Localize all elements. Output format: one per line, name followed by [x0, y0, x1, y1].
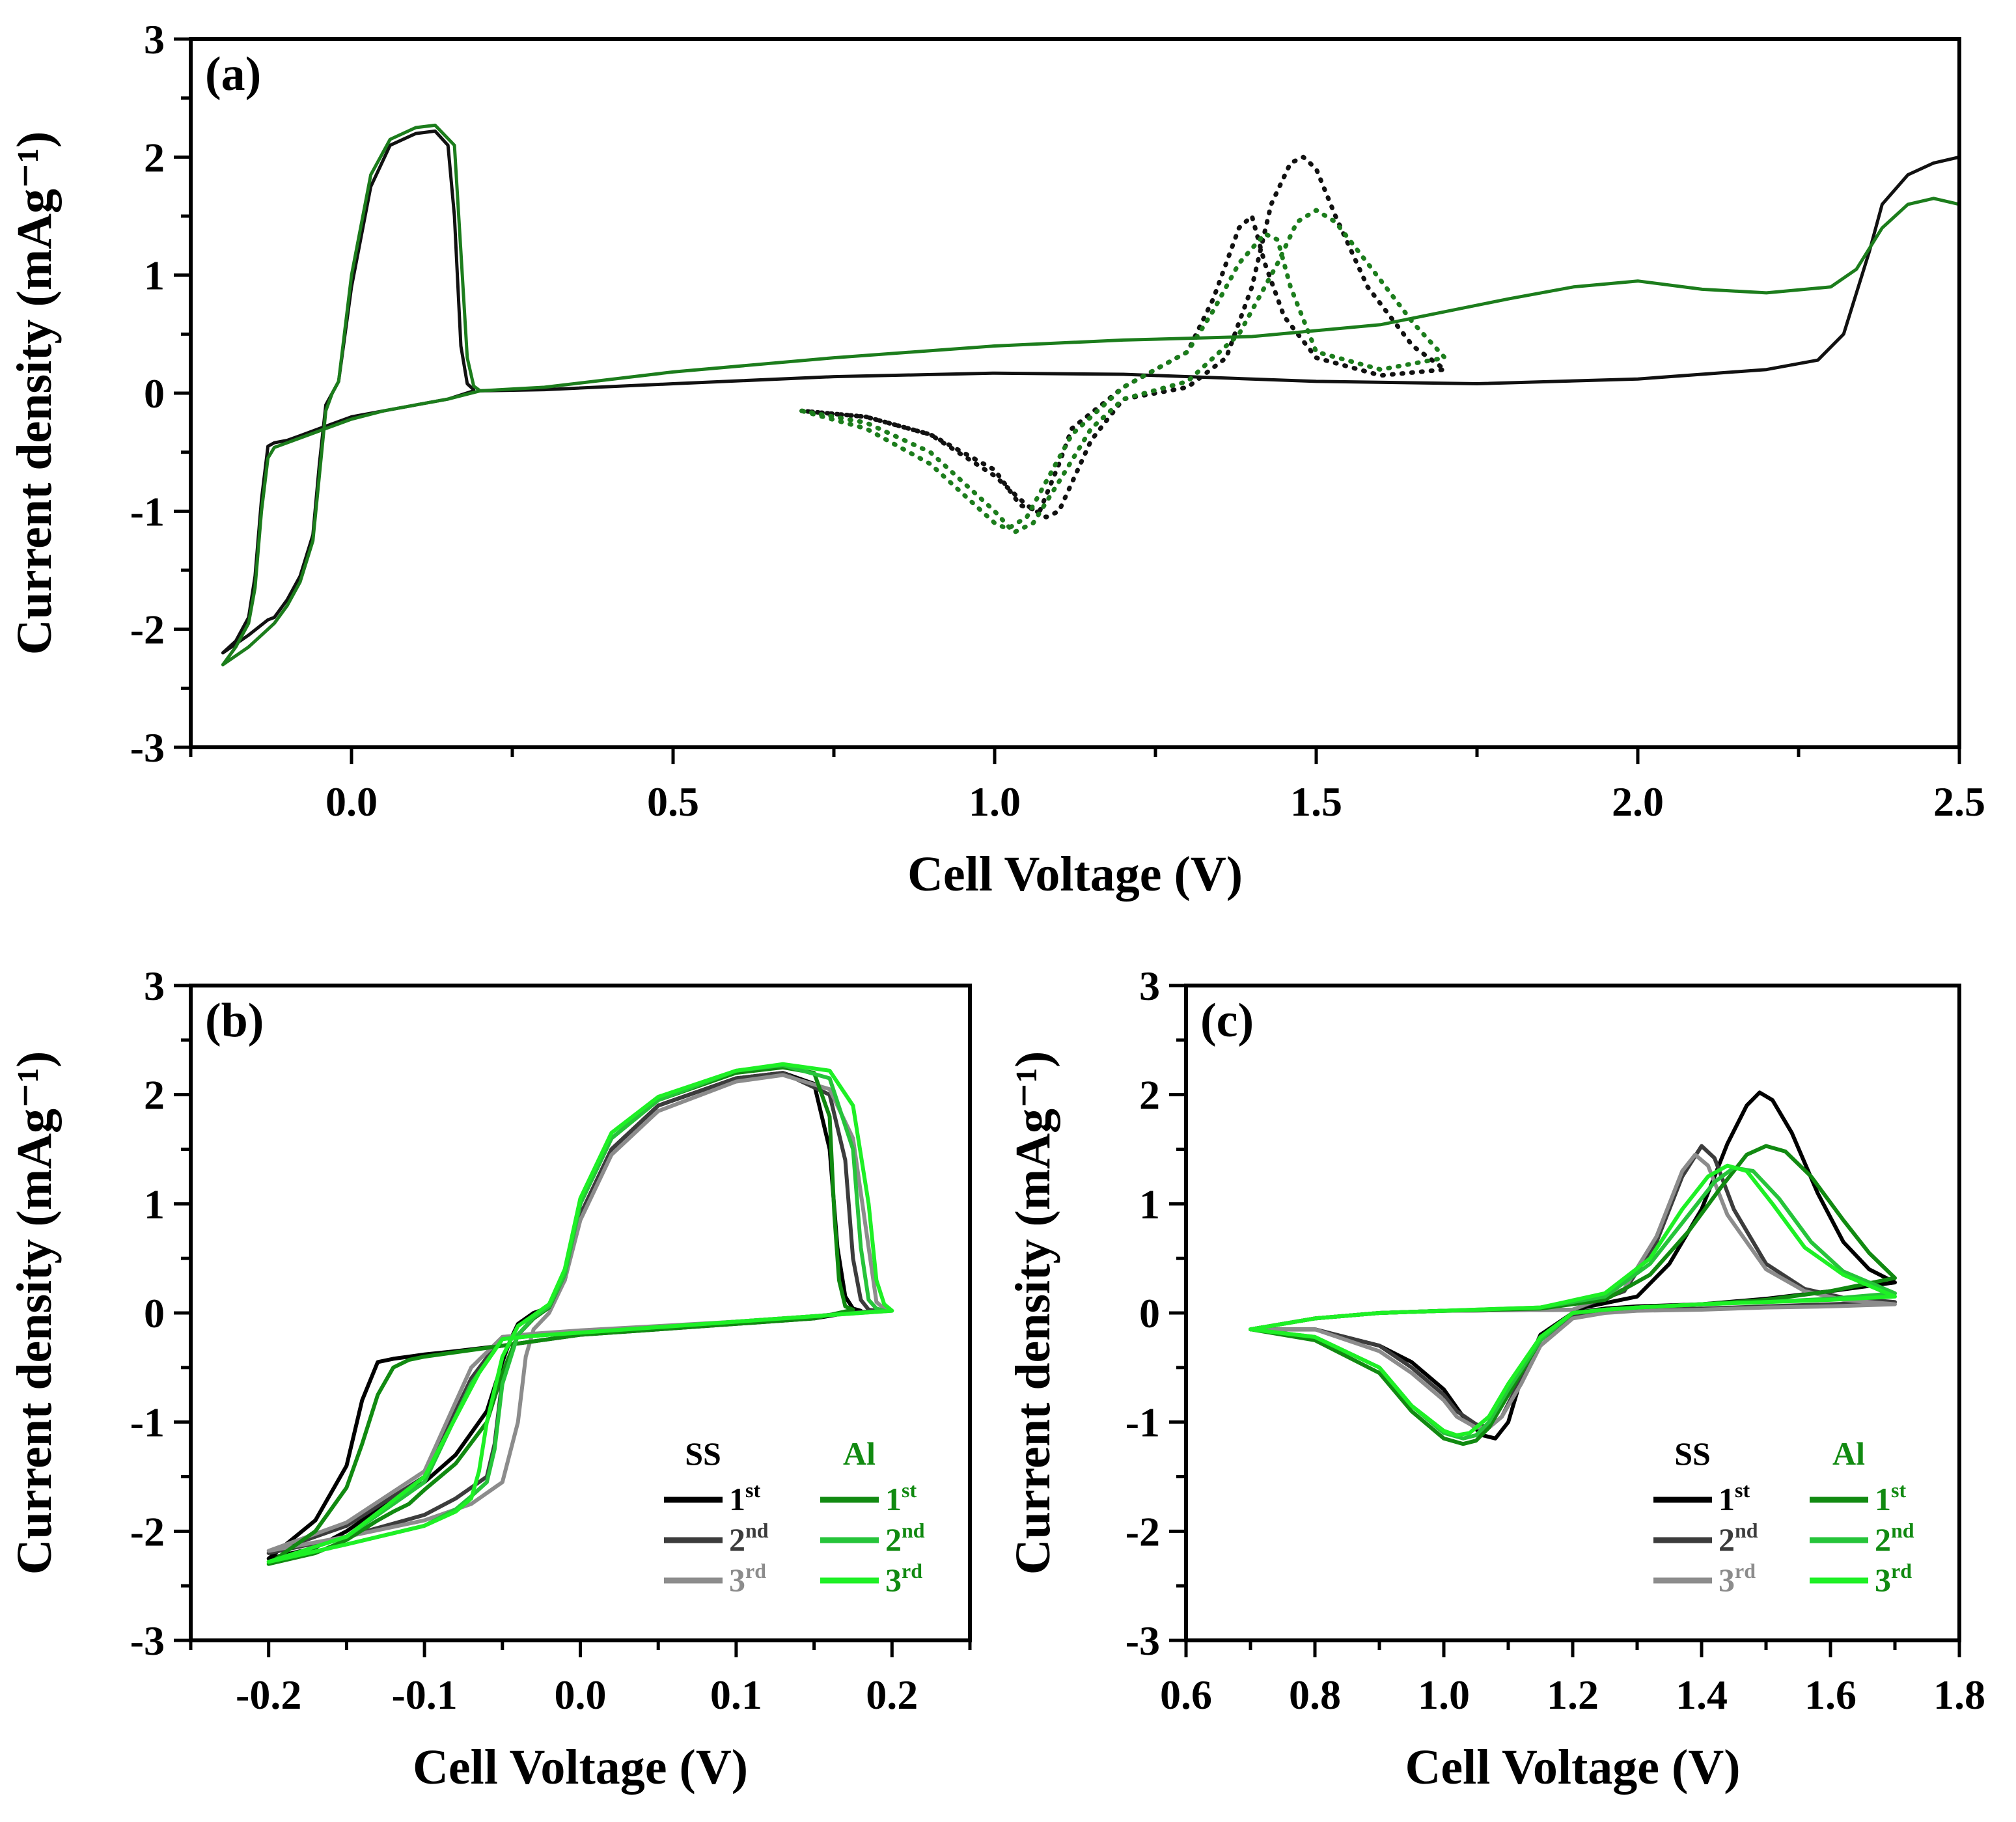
- series-line-al-2nd: [1249, 1166, 1897, 1441]
- x-tick-label: 0.0: [325, 779, 378, 825]
- x-tick-label: 0.0: [555, 1672, 607, 1718]
- y-tick-label: -2: [1125, 1508, 1160, 1554]
- y-tick-label: -1: [130, 488, 165, 534]
- y-tick-label: 0: [144, 370, 165, 417]
- series-line-ss-3rd: [1249, 1152, 1897, 1430]
- y-tick-label: 2: [144, 134, 165, 180]
- legend-header: Al: [1832, 1435, 1865, 1472]
- x-axis-title: Cell Voltage (V): [413, 1740, 748, 1795]
- series-line-ss-redox-cv: [799, 154, 1448, 519]
- x-tick-label: -0.1: [391, 1672, 457, 1718]
- series-group: [1249, 1090, 1897, 1446]
- series-line-ss-2nd: [266, 1071, 879, 1555]
- series-line-al-2nd: [266, 1063, 887, 1564]
- y-axis-title: Current density (mAg⁻¹): [7, 131, 62, 656]
- legend-label: 1st: [1875, 1478, 1906, 1517]
- y-tick-label: -1: [130, 1400, 165, 1446]
- x-tick-label: 1.5: [1290, 779, 1342, 825]
- y-tick-label: 2: [144, 1072, 165, 1118]
- series-line-al-3rd: [1249, 1163, 1897, 1437]
- x-tick-label: 0.6: [1160, 1672, 1212, 1718]
- legend-label: 1st: [1719, 1478, 1750, 1517]
- legend-header: SS: [1674, 1435, 1711, 1472]
- y-tick-label: 3: [1139, 963, 1160, 1009]
- y-tick-label: 1: [1139, 1181, 1160, 1227]
- y-axis-title: Current density (mAg⁻¹): [7, 1051, 62, 1575]
- x-tick-label: 1.0: [1418, 1672, 1470, 1718]
- y-tick-label: 1: [144, 1181, 165, 1227]
- legend-label: 1st: [885, 1478, 917, 1517]
- x-tick-label: 1.2: [1547, 1672, 1599, 1718]
- x-tick-label: 1.0: [969, 779, 1021, 825]
- legend-label: 3rd: [1875, 1559, 1912, 1598]
- series-line-al-1st: [1249, 1144, 1897, 1446]
- series-group: [266, 1062, 894, 1566]
- x-tick-label: 0.8: [1289, 1672, 1341, 1718]
- x-tick-label: 2.0: [1612, 779, 1664, 825]
- legend-label: 2nd: [1719, 1519, 1758, 1558]
- y-tick-label: -2: [130, 607, 165, 653]
- legend-label: 3rd: [729, 1559, 766, 1598]
- x-axis-title: Cell Voltage (V): [907, 847, 1243, 902]
- y-axis-title: Current density (mAg⁻¹): [1006, 1051, 1060, 1575]
- legend-label: 1st: [729, 1478, 760, 1517]
- y-tick-label: -3: [130, 1618, 165, 1664]
- y-tick-label: 0: [1139, 1290, 1160, 1336]
- series-line-al-1st: [266, 1065, 855, 1566]
- y-tick-label: 0: [144, 1290, 165, 1336]
- legend-header: SS: [685, 1435, 721, 1472]
- series-group: [221, 123, 1959, 667]
- chart-panel-a: 0.0 0.5 1.0 1.5 2.0 2.5 -3 -2 -1 0 1 2 3 Cell Voltage…: [7, 16, 1985, 902]
- y-tick-label: -3: [1125, 1618, 1160, 1664]
- series-line-al-3rd: [266, 1062, 894, 1564]
- y-tick-label: -2: [130, 1508, 165, 1554]
- series-line-ss-full-range-sweep: [478, 155, 1959, 393]
- series-line-ss-3rd: [266, 1073, 894, 1553]
- legend-label: 2nd: [885, 1519, 925, 1558]
- y-tick-label: -3: [130, 725, 165, 771]
- legend-label: 2nd: [729, 1519, 769, 1558]
- x-tick-label: 0.2: [866, 1672, 918, 1718]
- panel-label: (c): [1200, 994, 1254, 1047]
- legend-label: 2nd: [1875, 1519, 1914, 1558]
- x-tick-label: 1.8: [1933, 1672, 1985, 1718]
- series-line-al-low-voltage-cv: [221, 123, 482, 667]
- x-tick-label: 2.5: [1933, 779, 1985, 825]
- y-tick-label: 1: [144, 253, 165, 299]
- x-tick-label: 0.1: [710, 1672, 762, 1718]
- panel-label: (a): [205, 48, 261, 101]
- series-line-ss-1st: [266, 1071, 863, 1561]
- series-line-al-full-range-sweep: [478, 197, 1959, 393]
- y-tick-label: -1: [1125, 1400, 1160, 1446]
- x-tick-label: 1.4: [1676, 1672, 1728, 1718]
- x-axis-title: Cell Voltage (V): [1405, 1740, 1740, 1795]
- y-tick-label: 3: [144, 16, 165, 62]
- legend-label: 3rd: [885, 1559, 922, 1598]
- series-line-ss-low-voltage-cv: [221, 129, 476, 655]
- chart-panel-c: 0.6 0.8 1.0 1.2 1.4 1.6 1.8 -3 -2 -1 0 1 2 3 Cell Volt…: [1006, 963, 1985, 1795]
- x-tick-label: -0.2: [236, 1672, 301, 1718]
- chart-panel-b: -0.2 -0.1 0.0 0.1 0.2 -3 -2 -1 0 1 2 3 Cell Voltage …: [7, 963, 972, 1795]
- legend-label: 3rd: [1719, 1559, 1756, 1598]
- legend-header: Al: [843, 1435, 876, 1472]
- series-line-ss-1st: [1249, 1090, 1897, 1441]
- x-tick-label: 1.6: [1804, 1672, 1857, 1718]
- series-line-al-redox-cv: [799, 208, 1448, 535]
- panel-label: (b): [205, 994, 264, 1047]
- y-tick-label: 3: [144, 963, 165, 1009]
- y-tick-label: 2: [1139, 1072, 1160, 1118]
- x-tick-label: 0.5: [647, 779, 699, 825]
